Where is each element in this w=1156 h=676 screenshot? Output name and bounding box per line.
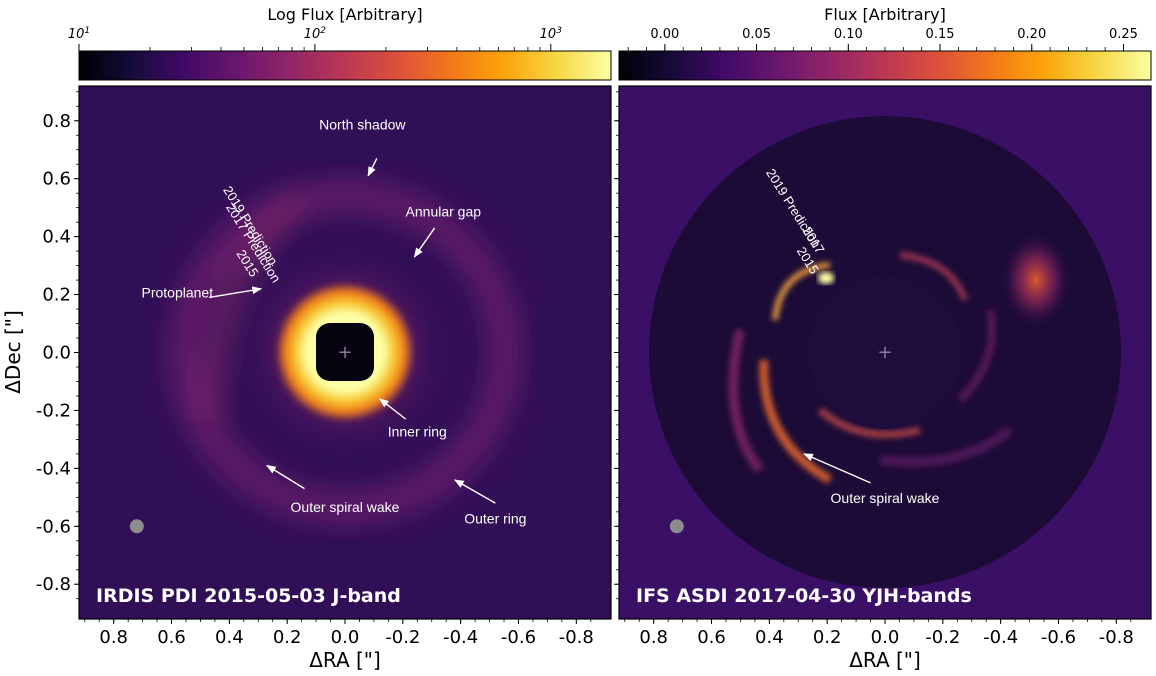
coronagraph-mask — [316, 323, 374, 381]
colorbar-ticks: 0.00 0.05 0.10 0.15 0.20 0.25 — [627, 27, 1138, 51]
x-tick-label: -0.2 — [385, 627, 420, 648]
colorbar-label: Log Flux [Arbitrary] — [267, 5, 422, 24]
colorbar-tick-label: 0.10 — [834, 27, 863, 42]
panel-irdis: + IRDIS PDI 2015-05-03 J-band North shad… — [1, 85, 612, 672]
x-tick-label: 0.0 — [871, 627, 900, 648]
colorbar-ticks: 101 102 103 — [68, 26, 562, 51]
x-axis-ticks: 0.8 0.6 0.4 0.2 0.0 -0.2 -0.4 -0.6 -0.8 — [84, 619, 594, 648]
colorbar-tick-label: 0.20 — [1017, 27, 1046, 42]
colorbar-label: Flux [Arbitrary] — [824, 5, 946, 24]
annotation-arrow — [413, 227, 436, 258]
annotations: Outer spiral wake — [803, 453, 940, 506]
annotation-label: Outer spiral wake — [291, 499, 400, 515]
x-tick-label: 0.4 — [755, 627, 784, 648]
y-axis-ticks — [614, 91, 619, 600]
colorbar-gradient — [618, 50, 1152, 81]
panel-title: IFS ASDI 2017-04-30 YJH-bands — [636, 585, 972, 607]
x-tick-label: -0.4 — [443, 627, 478, 648]
star-marker: + — [337, 342, 352, 363]
colorbar-log-flux: Log Flux [Arbitrary] 101 102 103 — [68, 5, 612, 81]
coronagraph-mask — [808, 275, 962, 429]
bright-spot — [818, 272, 834, 284]
annotation-label: North shadow — [319, 116, 406, 132]
colorbar-tick-label: 0.05 — [742, 27, 771, 42]
annotation-arrow — [378, 398, 407, 420]
y-tick-label: 0.4 — [42, 227, 71, 248]
y-tick-label: -0.8 — [36, 574, 71, 595]
annotation-arrow — [367, 158, 378, 177]
x-tick-label: -0.2 — [925, 627, 960, 648]
colorbar-gradient — [78, 50, 612, 81]
y-tick-label: -0.2 — [36, 400, 71, 421]
y-tick-label: 0.8 — [42, 111, 71, 132]
annotation-arrow — [266, 464, 305, 490]
beam-size-marker — [669, 519, 684, 534]
panel-title: IRDIS PDI 2015-05-03 J-band — [96, 585, 401, 607]
annotation-label: Outer ring — [464, 510, 526, 526]
x-tick-label: 0.6 — [697, 627, 726, 648]
x-tick-label: 0.2 — [813, 627, 842, 648]
colorbar-tick-label: 102 — [304, 26, 327, 42]
x-tick-label: 0.8 — [99, 627, 128, 648]
x-tick-label: 0.0 — [331, 627, 360, 648]
panel-ifs: + IFS ASDI 2017-04-30 YJH-bands Outer sp… — [614, 85, 1152, 672]
x-tick-label: -0.8 — [1099, 627, 1134, 648]
beam-size-marker — [129, 519, 144, 534]
x-axis-label: ΔRA ["] — [849, 648, 921, 672]
colorbar-tick-label: 0.15 — [926, 27, 955, 42]
annotation-arrow — [454, 479, 496, 504]
colorbar-linear-flux: Flux [Arbitrary] 0.00 0.05 0.10 0.15 0.20 0.2… — [618, 5, 1152, 81]
annotation-label: Annular gap — [406, 203, 482, 219]
outer-ring — [171, 182, 519, 522]
annotation-arrow — [803, 453, 871, 484]
annotations: North shadow Annular gap Protoplanet Inner … — [141, 116, 526, 526]
colorbar-tick-label: 0.25 — [1109, 27, 1138, 42]
colorbar-tick-label: 103 — [540, 26, 563, 42]
x-tick-label: 0.8 — [639, 627, 668, 648]
x-tick-label: 0.2 — [273, 627, 302, 648]
annotation-label: Protoplanet — [141, 284, 213, 300]
annotation-label: Outer spiral wake — [831, 490, 940, 506]
colorbar-tick-label: 0.00 — [650, 27, 679, 42]
y-axis-ticks: 0.8 0.6 0.4 0.2 0.0 -0.2 -0.4 -0.6 -0.8 — [36, 91, 79, 600]
x-tick-label: -0.6 — [501, 627, 536, 648]
x-axis-ticks: 0.8 0.6 0.4 0.2 0.0 -0.2 -0.4 -0.6 -0.8 — [624, 619, 1134, 648]
y-tick-label: 0.0 — [42, 343, 71, 364]
bright-blob — [1002, 234, 1070, 326]
y-tick-label: 0.6 — [42, 169, 71, 190]
disk-structures — [728, 252, 1014, 484]
y-tick-label: -0.4 — [36, 458, 71, 479]
annotation-label: Inner ring — [388, 424, 447, 440]
x-tick-label: -0.6 — [1041, 627, 1076, 648]
y-axis-label: ΔDec ["] — [1, 310, 25, 394]
x-tick-label: 0.4 — [215, 627, 244, 648]
colorbar-tick-label: 101 — [68, 26, 90, 42]
x-axis-label: ΔRA ["] — [309, 648, 381, 672]
x-tick-label: -0.4 — [983, 627, 1018, 648]
x-tick-label: 0.6 — [157, 627, 186, 648]
annotation-arrow — [208, 286, 263, 299]
x-tick-label: -0.8 — [559, 627, 594, 648]
star-marker: + — [877, 342, 892, 363]
y-tick-label: 0.2 — [42, 285, 71, 306]
y-tick-label: -0.6 — [36, 516, 71, 537]
